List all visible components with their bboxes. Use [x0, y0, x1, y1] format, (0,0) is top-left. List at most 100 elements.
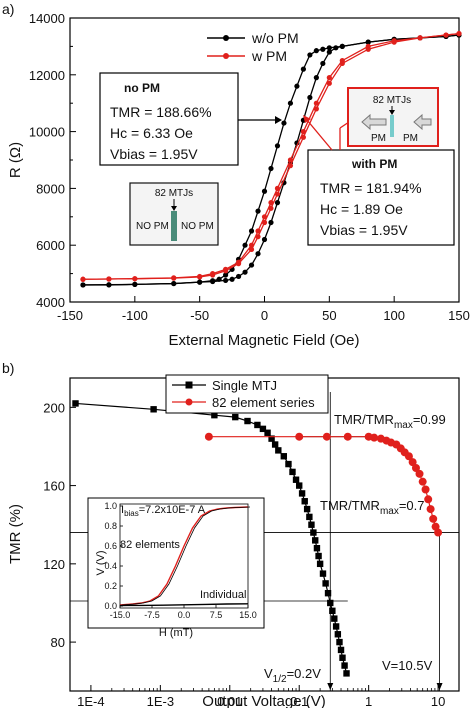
inset-y-tick-label: 1.0 [104, 501, 117, 511]
data-point-wo-pm [326, 45, 332, 51]
annotation-tmr-ratio-07: TMR/TMRmax=0.7 [320, 498, 425, 517]
data-point-wo-pm [248, 262, 255, 268]
panel-a-legend: w/o PM w PM [207, 30, 299, 64]
data-point-single-mtj [264, 429, 271, 436]
data-point-82-series [322, 432, 331, 441]
legend-label-82-series: 82 element series [212, 395, 315, 410]
inset-82-elements-label: 82 elements [120, 539, 180, 551]
data-point-wo-pm [320, 46, 326, 52]
data-point-82-series [408, 458, 417, 467]
panel-label-a: a) [2, 1, 14, 17]
annotation-with-pm-title: with PM [351, 157, 397, 171]
annotation-no-pm-box: no PM TMR = 188.66% Hc = 6.33 Oe Vbias =… [99, 72, 239, 166]
data-point-single-mtj [316, 560, 324, 568]
panel-a-y-tick-label: 6000 [36, 238, 65, 253]
data-point-82-series [411, 463, 420, 472]
data-point-82-series [424, 495, 433, 504]
data-point-wo-pm [281, 120, 287, 126]
data-point-w-pm [326, 75, 332, 81]
annotation-with-pm-vbias: Vbias = 1.95V [320, 222, 408, 238]
panel-b-y-tick-label: 80 [51, 635, 65, 650]
inset-x-tick-label: 15.0 [239, 610, 257, 620]
data-point-single-mtj [339, 654, 346, 661]
data-point-single-mtj [322, 580, 329, 587]
inset-y-tick-label: 0.6 [104, 541, 117, 551]
inset-no-pm-mtj-strip [171, 211, 177, 241]
inset-no-pm-right: NO PM [181, 221, 214, 232]
annotation-no-pm-hc: Hc = 6.33 Oe [110, 125, 193, 141]
data-point-single-mtj [331, 615, 338, 622]
inset-pm-top-label: 82 MTJs [373, 95, 411, 106]
panel-b-x-tick-label: 0.01 [217, 694, 242, 708]
panel-a-x-tick-label: 50 [322, 308, 336, 323]
data-point-single-mtj [150, 406, 157, 413]
legend-label-single-mtj: Single MTJ [212, 378, 277, 393]
legend-label-wo-pm: w/o PM [251, 30, 299, 46]
panel-b-x-tick-label: 1 [365, 694, 372, 708]
data-point-wo-pm [255, 208, 261, 214]
data-point-single-mtj [308, 521, 315, 528]
data-point-82-series [404, 452, 413, 461]
inset-individual-label: Individual [200, 589, 246, 601]
data-point-single-mtj [306, 513, 313, 521]
data-point-82-series [415, 469, 424, 478]
data-point-wo-pm [274, 143, 281, 149]
panel-a-y-tick-label: 12000 [29, 68, 65, 83]
data-point-single-mtj [292, 476, 300, 483]
inset-y-tick-label: 0.8 [104, 521, 117, 531]
left-arrow-icon-right [413, 113, 432, 131]
data-point-single-mtj [289, 468, 296, 476]
data-point-single-mtj [268, 435, 275, 442]
panel-b-y-tick-label: 200 [43, 400, 65, 415]
data-point-single-mtj [313, 544, 321, 552]
data-point-wo-pm [223, 272, 229, 278]
inset-curve-82-elements-return [121, 506, 251, 606]
data-point-w-pm [255, 234, 261, 240]
data-point-single-mtj [312, 537, 319, 544]
inset-y-tick-label: 0.2 [104, 581, 117, 591]
annotation-with-pm-tmr: TMR = 181.94% [320, 180, 422, 196]
panel-a-x-tick-label: 150 [448, 308, 470, 323]
data-point-w-pm [313, 100, 319, 106]
data-point-wo-pm [320, 60, 326, 67]
data-point-single-mtj [343, 670, 350, 677]
data-point-82-series [343, 432, 352, 441]
data-point-wo-pm [229, 276, 235, 282]
data-point-single-mtj [310, 529, 317, 536]
data-point-single-mtj [259, 425, 267, 433]
data-point-wo-pm [339, 43, 345, 50]
inset-y-tick-label: 0.0 [104, 601, 117, 611]
annotation-v-half: V1/2=0.2V [264, 666, 321, 685]
data-point-single-mtj [332, 623, 340, 630]
annotation-with-pm-hc: Hc = 1.89 Oe [320, 201, 403, 217]
data-point-wo-pm [248, 228, 255, 234]
data-point-82-series [418, 477, 427, 486]
data-point-wo-pm [307, 94, 313, 101]
panel-a-x-tick-label: -50 [190, 308, 209, 323]
panel-a-chart: -150 -100 -50 0 50 100 150 4000 6000 8000 10000 120… [29, 11, 470, 323]
data-point-wo-pm [333, 45, 339, 51]
data-point-single-mtj [72, 400, 79, 407]
data-point-single-mtj [324, 589, 332, 597]
data-point-w-pm [261, 219, 268, 226]
panel-b-y-tick-label: 160 [43, 479, 65, 494]
panel-b-x-tick-label: 1E-4 [77, 694, 104, 708]
data-point-w-pm [313, 106, 319, 112]
data-point-wo-pm [235, 273, 242, 280]
annotation-with-pm-box: with PM TMR = 181.94% Hc = 1.89 Oe Vbias… [307, 149, 455, 246]
panel-a-x-tick-label: 0 [261, 308, 268, 323]
inset-ibias-label: Ibias=7.2x10E-7 A [121, 504, 206, 518]
inset-curve-individual [119, 603, 249, 607]
legend-marker-wo-pm [223, 35, 229, 41]
data-point-w-pm [248, 246, 255, 253]
data-point-w-pm [339, 60, 345, 67]
data-point-single-mtj [285, 460, 292, 468]
inset-no-pm: 82 MTJs NO PM NO PM [129, 182, 219, 246]
data-point-wo-pm [261, 188, 268, 194]
data-point-w-pm [391, 39, 397, 45]
inset-x-axis-label: H (mT) [159, 627, 193, 639]
data-point-single-mtj [280, 453, 288, 460]
panel-b-x-tick-label: 1E-3 [147, 694, 174, 708]
panel-label-b: b) [2, 360, 14, 376]
data-point-single-mtj [334, 631, 342, 638]
